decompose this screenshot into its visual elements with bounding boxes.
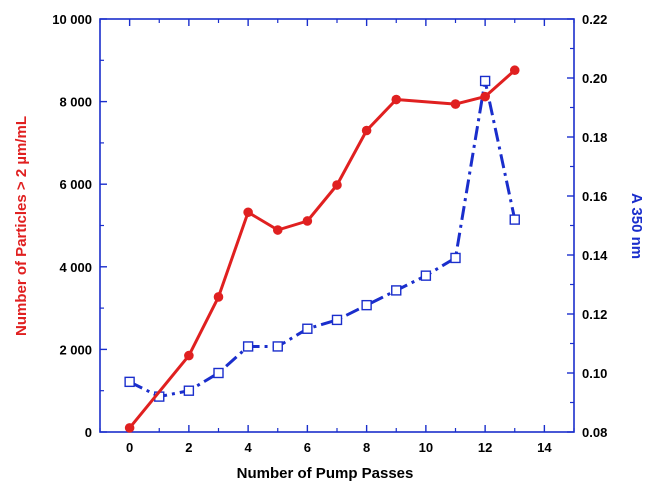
data-point-right — [124, 376, 135, 388]
x-tick-label: 14 — [537, 440, 552, 455]
data-point-right — [450, 252, 461, 264]
y-left-tick-label: 6 000 — [59, 177, 92, 192]
y-right-tick-label: 0.08 — [582, 425, 607, 440]
data-point-right — [391, 285, 402, 296]
x-tick-label: 8 — [363, 440, 370, 455]
data-point-right — [272, 341, 283, 352]
data-point-right — [420, 270, 432, 281]
data-point-right — [213, 367, 224, 379]
y-right-tick-label: 0.16 — [582, 189, 607, 204]
x-tick-label: 10 — [419, 440, 433, 455]
data-point-right — [302, 323, 313, 334]
y-right-tick-label: 0.14 — [582, 248, 608, 263]
y-left-tick-label: 0 — [85, 425, 92, 440]
x-tick-label: 0 — [126, 440, 133, 455]
data-point-left — [450, 99, 461, 109]
x-tick-label: 12 — [478, 440, 492, 455]
data-point-left — [272, 225, 283, 235]
y-left-tick-label: 4 000 — [59, 260, 92, 275]
data-point-left — [213, 292, 224, 302]
x-tick-label: 2 — [185, 440, 192, 455]
y-right-tick-label: 0.22 — [582, 12, 607, 27]
data-point-right — [479, 75, 491, 87]
data-point-right — [183, 385, 195, 396]
data-point-right — [361, 299, 372, 311]
y-left-tick-label: 2 000 — [59, 342, 92, 357]
data-point-right — [242, 341, 254, 352]
data-point-left — [332, 180, 342, 190]
data-point-left — [124, 423, 135, 433]
y-right-tick-label: 0.12 — [582, 307, 607, 322]
data-point-left — [302, 216, 313, 226]
data-point-left — [361, 125, 372, 136]
data-point-left — [391, 94, 402, 105]
data-point-right — [509, 214, 520, 225]
left-y-axis-title: Number of Particles > 2 µm/mL — [13, 116, 30, 336]
x-tick-label: 4 — [245, 440, 253, 455]
y-left-tick-label: 8 000 — [59, 95, 92, 110]
data-point-left — [480, 91, 490, 102]
x-tick-label: 6 — [304, 440, 311, 455]
y-left-tick-label: 10 000 — [52, 12, 92, 27]
y-right-tick-label: 0.10 — [582, 366, 607, 381]
y-right-tick-label: 0.18 — [582, 130, 607, 145]
data-point-right — [331, 314, 343, 326]
series-line-right — [128, 79, 517, 399]
data-point-left — [243, 207, 253, 218]
right-y-axis-title: A 350 nm — [628, 193, 645, 259]
x-axis-title: Number of Pump Passes — [237, 465, 414, 482]
series-line-left — [128, 68, 517, 430]
data-point-left — [509, 65, 520, 76]
y-right-tick-label: 0.20 — [582, 71, 607, 86]
data-point-left — [184, 350, 194, 361]
